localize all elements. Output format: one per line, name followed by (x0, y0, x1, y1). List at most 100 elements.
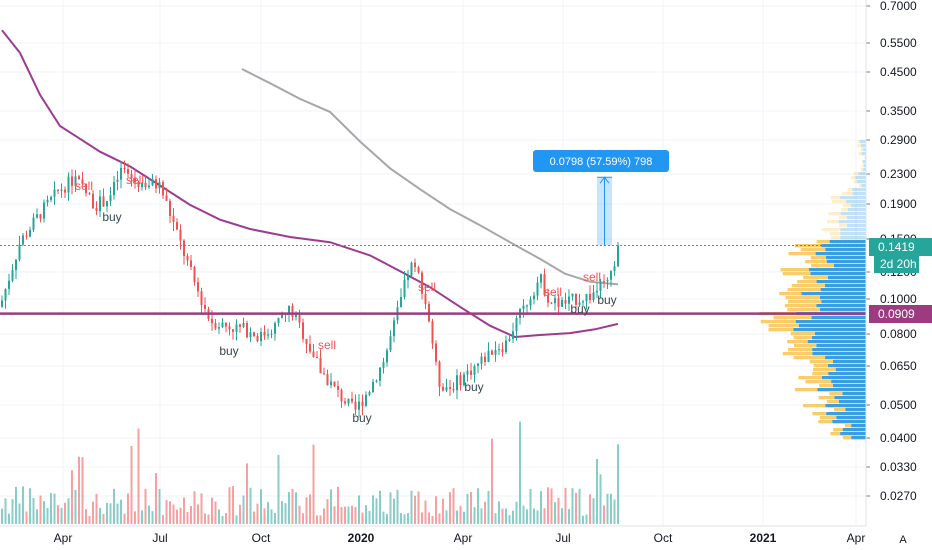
volume-bar (71, 470, 73, 524)
volume-bar (218, 509, 220, 524)
volume-bar (88, 515, 91, 524)
volume-bar (53, 493, 56, 524)
volume-bar (477, 488, 479, 524)
volume-profile-bar-up (846, 200, 866, 204)
volume-profile-bar-up (832, 384, 866, 388)
auto-scale-button[interactable]: A (884, 530, 922, 548)
volume-profile-bar-down (788, 252, 816, 256)
candle-body (606, 279, 609, 282)
volume-bar (512, 510, 514, 524)
volume-bar (452, 488, 455, 524)
candle-body (193, 266, 196, 283)
candle-body (540, 274, 542, 283)
volume-bar (267, 502, 269, 524)
candle-body (46, 199, 49, 203)
volume-bar (323, 508, 325, 524)
volume-bar (4, 498, 7, 524)
volume-bar (253, 511, 255, 524)
candle-body (330, 381, 332, 386)
volume-bar (456, 510, 458, 524)
volume-profile-bar-down (787, 340, 808, 344)
candle-body (249, 332, 252, 338)
candle-body (351, 398, 353, 402)
candle-body (522, 305, 525, 309)
candle-body (473, 366, 476, 375)
volume-bar (459, 505, 462, 524)
volume-bar (522, 505, 525, 524)
candle-body (39, 214, 42, 219)
signal-sell: sell (418, 280, 436, 294)
volume-bar (589, 494, 591, 524)
signal-sell: sell (544, 285, 562, 299)
volume-bar (550, 488, 553, 524)
horizontal-level[interactable] (0, 244, 866, 315)
volume-profile-bar-down (780, 268, 809, 272)
volume-profile-bar-up (801, 292, 866, 296)
volume-bar (571, 488, 574, 524)
volume-profile-bar-down (803, 404, 826, 408)
volume-bar (214, 501, 217, 524)
volume-bar (368, 510, 371, 524)
volume-profile-bar-down (813, 364, 829, 368)
volume-profile-bar-up (816, 280, 866, 284)
candle-body (431, 321, 434, 344)
volume-profile-bar-up (825, 404, 866, 408)
candle-body (53, 189, 56, 197)
volume-bar (15, 486, 17, 524)
volume-bar (347, 506, 350, 524)
price-range-measure[interactable] (597, 176, 612, 246)
candle-body (603, 281, 605, 283)
volume-bar (8, 513, 10, 524)
volume-profile-bar-up (816, 304, 866, 308)
candle-body (407, 275, 409, 280)
volume-bar (529, 488, 532, 524)
candle-body (221, 322, 224, 328)
volume-bar (382, 511, 385, 524)
volume-bar (228, 487, 231, 524)
volume-bar (179, 507, 182, 524)
price-tick-label: 0.0500 (880, 398, 917, 412)
volume-profile-bar-up (842, 392, 866, 396)
price-tick-label: 0.2900 (880, 133, 917, 147)
volume-bar (130, 445, 133, 524)
volume-bar (92, 501, 94, 524)
volume-bar (340, 507, 343, 524)
time-axis[interactable]: Apr Jul Oct 2020 Apr Jul Oct 2021 Apr (0, 525, 866, 545)
time-tick-label: Jul (555, 531, 570, 545)
volume-bar (564, 487, 567, 524)
volume-bar (410, 490, 413, 524)
volume-bar (585, 514, 588, 524)
volume-profile-bar-up (831, 380, 866, 384)
volume-profile-bar-down (851, 176, 856, 180)
volume-bar (361, 512, 364, 524)
volume-profile-bar-up (840, 232, 866, 236)
volume-bar (298, 505, 301, 524)
volume-bar (333, 506, 336, 524)
volume-bar (25, 511, 28, 524)
candle-body (43, 202, 45, 219)
candle-body (564, 299, 567, 304)
volume-bar (113, 488, 115, 524)
volume-bar (155, 473, 157, 524)
volume-profile-bar-up (861, 184, 866, 188)
candle-body (543, 274, 546, 296)
candle-body (242, 323, 245, 327)
volume-profile-bar-up (828, 372, 866, 376)
candle-body (8, 280, 10, 289)
volume-bar (358, 495, 360, 524)
candle-body (494, 349, 497, 355)
volume-bar (379, 490, 381, 524)
candle-body (144, 182, 147, 188)
volume-profile-bar-up (826, 412, 866, 416)
volume-profile-bar-down (857, 140, 861, 144)
volume-profile-bar-down (818, 396, 835, 400)
candle-body (99, 196, 101, 212)
candle-body (85, 183, 87, 194)
volume-bar (414, 495, 416, 524)
price-axis[interactable]: 0.7000 0.5500 0.4500 0.3500 0.2900 0.2300 0.19… (865, 0, 917, 526)
volume-profile-bar-down (793, 344, 817, 348)
volume-bar (193, 491, 196, 524)
volume-profile-bar-down (853, 180, 857, 184)
volume-bar (158, 488, 161, 524)
